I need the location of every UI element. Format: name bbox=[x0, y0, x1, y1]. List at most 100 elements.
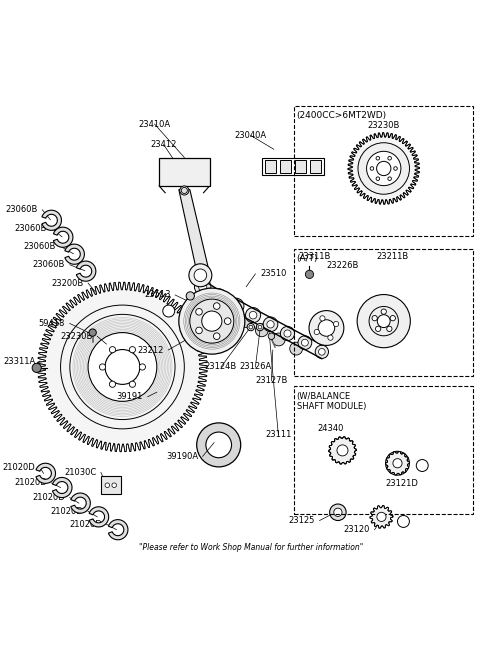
Text: 23200B: 23200B bbox=[51, 279, 84, 287]
Circle shape bbox=[179, 288, 245, 354]
Circle shape bbox=[112, 483, 117, 487]
Circle shape bbox=[388, 177, 391, 180]
Text: "Please refer to Work Shop Manual for further information": "Please refer to Work Shop Manual for fu… bbox=[139, 543, 363, 552]
Bar bbox=[294, 386, 473, 514]
Polygon shape bbox=[42, 210, 61, 230]
Circle shape bbox=[246, 308, 261, 323]
Circle shape bbox=[377, 512, 386, 522]
Circle shape bbox=[196, 327, 202, 334]
Circle shape bbox=[376, 177, 380, 180]
Circle shape bbox=[375, 326, 381, 331]
Circle shape bbox=[272, 333, 285, 346]
Text: A: A bbox=[401, 517, 406, 526]
Circle shape bbox=[129, 381, 135, 387]
Circle shape bbox=[376, 157, 380, 160]
Text: 21020D: 21020D bbox=[51, 507, 84, 516]
Polygon shape bbox=[76, 261, 96, 281]
Polygon shape bbox=[108, 520, 128, 540]
Circle shape bbox=[367, 152, 401, 186]
Text: 21030C: 21030C bbox=[64, 468, 96, 477]
Circle shape bbox=[397, 516, 409, 527]
Circle shape bbox=[372, 316, 377, 321]
Text: (W/BALANCE
SHAFT MODULE): (W/BALANCE SHAFT MODULE) bbox=[297, 392, 366, 411]
FancyBboxPatch shape bbox=[101, 476, 121, 494]
Polygon shape bbox=[37, 282, 207, 452]
Circle shape bbox=[301, 339, 308, 346]
Circle shape bbox=[194, 279, 211, 295]
Polygon shape bbox=[348, 133, 420, 204]
Circle shape bbox=[258, 325, 262, 329]
Circle shape bbox=[328, 335, 333, 340]
Text: 21020D: 21020D bbox=[14, 478, 47, 487]
Text: 23412: 23412 bbox=[151, 140, 177, 149]
Text: 23311B: 23311B bbox=[299, 253, 331, 262]
Circle shape bbox=[256, 323, 264, 331]
Polygon shape bbox=[71, 493, 90, 513]
Polygon shape bbox=[52, 478, 72, 498]
Circle shape bbox=[99, 364, 106, 370]
Circle shape bbox=[318, 319, 335, 337]
Circle shape bbox=[249, 312, 257, 319]
FancyBboxPatch shape bbox=[280, 160, 291, 173]
Circle shape bbox=[109, 381, 116, 387]
Polygon shape bbox=[89, 507, 108, 527]
Text: 23211B: 23211B bbox=[377, 253, 409, 262]
Circle shape bbox=[232, 302, 240, 310]
Text: (2400CC>6MT2WD): (2400CC>6MT2WD) bbox=[297, 111, 387, 120]
Circle shape bbox=[194, 269, 207, 281]
Circle shape bbox=[206, 432, 231, 458]
Circle shape bbox=[221, 306, 234, 318]
Circle shape bbox=[268, 333, 275, 339]
Circle shape bbox=[109, 346, 116, 353]
Circle shape bbox=[47, 291, 198, 442]
Text: 21020D: 21020D bbox=[69, 520, 102, 529]
Text: 23311A: 23311A bbox=[3, 356, 36, 365]
Circle shape bbox=[196, 308, 202, 315]
Circle shape bbox=[249, 325, 252, 329]
Polygon shape bbox=[53, 227, 73, 247]
Text: 23510: 23510 bbox=[260, 270, 287, 278]
Bar bbox=[294, 249, 473, 376]
Circle shape bbox=[393, 459, 402, 468]
Circle shape bbox=[305, 270, 313, 279]
Circle shape bbox=[385, 451, 409, 475]
Text: 23060B: 23060B bbox=[14, 224, 47, 233]
Circle shape bbox=[105, 350, 140, 384]
Circle shape bbox=[89, 329, 96, 337]
Circle shape bbox=[352, 137, 415, 200]
Circle shape bbox=[298, 336, 312, 350]
Text: 59418: 59418 bbox=[39, 319, 65, 328]
Text: 23060B: 23060B bbox=[5, 205, 37, 215]
Circle shape bbox=[330, 504, 346, 520]
Circle shape bbox=[330, 438, 355, 462]
Circle shape bbox=[370, 167, 374, 171]
Circle shape bbox=[315, 345, 328, 358]
Circle shape bbox=[247, 323, 254, 331]
Circle shape bbox=[284, 330, 291, 337]
Circle shape bbox=[280, 327, 295, 340]
Circle shape bbox=[334, 508, 342, 516]
Circle shape bbox=[388, 157, 391, 160]
Circle shape bbox=[309, 310, 344, 346]
Text: 23127B: 23127B bbox=[255, 377, 288, 385]
Circle shape bbox=[214, 303, 220, 310]
Circle shape bbox=[377, 161, 391, 176]
Circle shape bbox=[416, 460, 428, 472]
Circle shape bbox=[290, 342, 302, 355]
Circle shape bbox=[186, 292, 194, 300]
Circle shape bbox=[381, 309, 386, 314]
Text: A: A bbox=[420, 461, 425, 470]
Text: 23226B: 23226B bbox=[326, 260, 359, 270]
Text: (A/T): (A/T) bbox=[297, 254, 318, 263]
Circle shape bbox=[204, 295, 217, 308]
Circle shape bbox=[387, 326, 392, 331]
Circle shape bbox=[337, 445, 348, 456]
Circle shape bbox=[334, 321, 339, 327]
Text: 23230B: 23230B bbox=[60, 332, 93, 340]
Circle shape bbox=[372, 508, 391, 526]
Circle shape bbox=[320, 316, 325, 321]
Text: 23060B: 23060B bbox=[24, 242, 56, 251]
Text: 23410A: 23410A bbox=[138, 119, 170, 129]
Text: 23111: 23111 bbox=[265, 430, 291, 439]
Circle shape bbox=[263, 317, 278, 332]
